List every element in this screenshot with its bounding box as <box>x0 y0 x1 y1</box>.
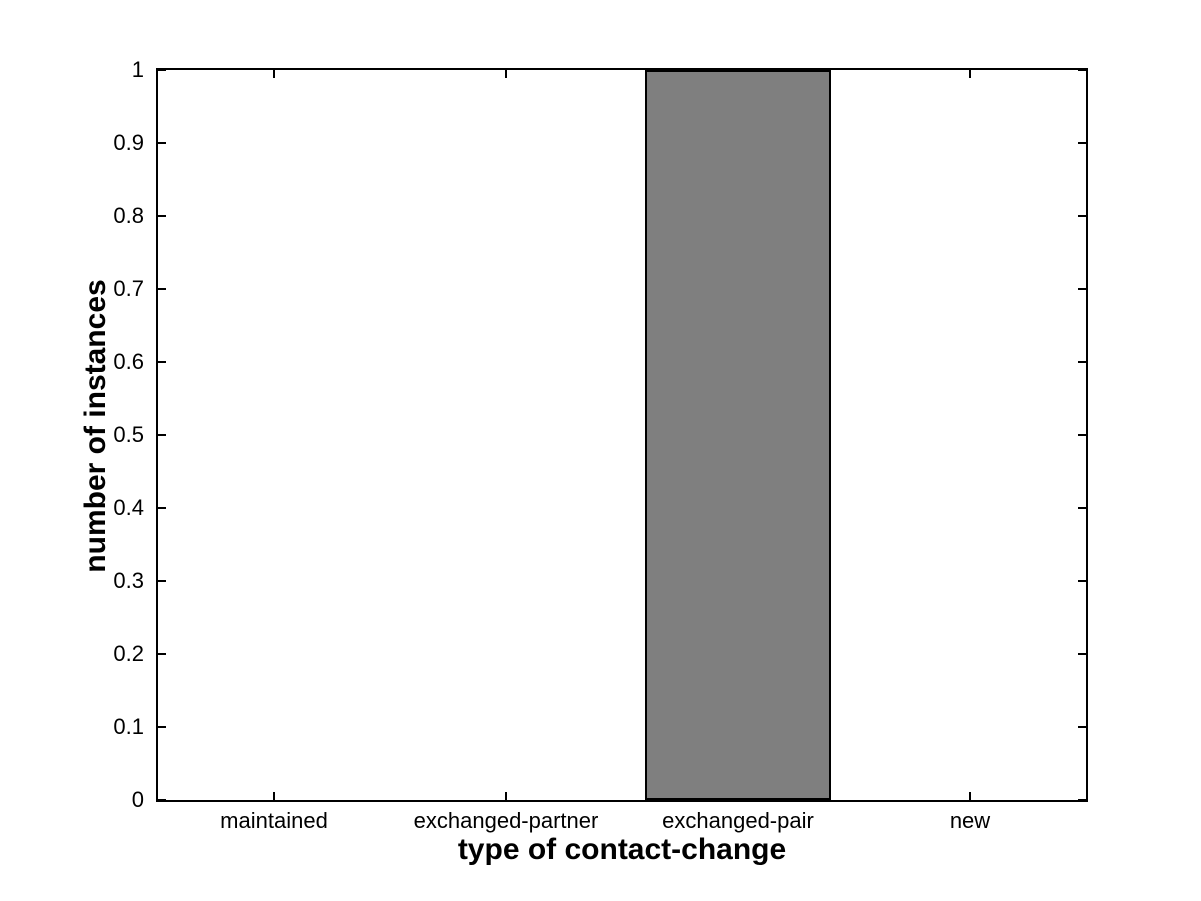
y-tick-right <box>1078 142 1086 144</box>
y-tick-left <box>158 799 166 801</box>
y-tick-label: 0.3 <box>113 568 144 593</box>
y-tick-label: 0.1 <box>113 714 144 739</box>
x-tick-top <box>273 70 275 78</box>
y-tick-right <box>1078 215 1086 217</box>
y-tick-left <box>158 361 166 363</box>
y-tick-left <box>158 653 166 655</box>
x-tick-bottom <box>273 792 275 800</box>
y-tick-right <box>1078 288 1086 290</box>
y-tick-label: 0.6 <box>113 349 144 374</box>
x-tick-label: exchanged-pair <box>662 808 814 833</box>
y-tick-left <box>158 288 166 290</box>
x-tick-label: new <box>949 808 991 833</box>
y-tick-label: 0.8 <box>113 203 144 228</box>
y-tick-right <box>1078 799 1086 801</box>
y-tick-left <box>158 69 166 71</box>
y-tick-label: 0.7 <box>113 276 144 301</box>
bar-exchanged-pair <box>645 70 831 800</box>
y-tick-left <box>158 580 166 582</box>
y-tick-label: 0.9 <box>113 130 144 155</box>
x-tick-top <box>969 70 971 78</box>
y-tick-label: 1 <box>131 57 144 82</box>
y-tick-left <box>158 507 166 509</box>
plot-area <box>156 68 1088 802</box>
y-tick-right <box>1078 361 1086 363</box>
y-tick-left <box>158 215 166 217</box>
y-tick-left <box>158 142 166 144</box>
x-axis-title: type of contact-change <box>457 833 787 866</box>
y-tick-label: 0 <box>131 787 144 812</box>
y-tick-right <box>1078 580 1086 582</box>
plot-inner <box>158 69 1086 801</box>
y-tick-label: 0.4 <box>113 495 144 520</box>
y-tick-right <box>1078 507 1086 509</box>
y-tick-label: 0.2 <box>113 641 144 666</box>
y-tick-left <box>158 434 166 436</box>
x-tick-label: exchanged-partner <box>413 808 599 833</box>
y-tick-right <box>1078 434 1086 436</box>
y-tick-right <box>1078 69 1086 71</box>
x-tick-top <box>505 70 507 78</box>
y-tick-right <box>1078 726 1086 728</box>
x-tick-bottom <box>969 792 971 800</box>
y-tick-right <box>1078 653 1086 655</box>
x-tick-label: maintained <box>220 808 328 833</box>
x-tick-bottom <box>505 792 507 800</box>
y-tick-label: 0.5 <box>113 422 144 447</box>
y-tick-left <box>158 726 166 728</box>
